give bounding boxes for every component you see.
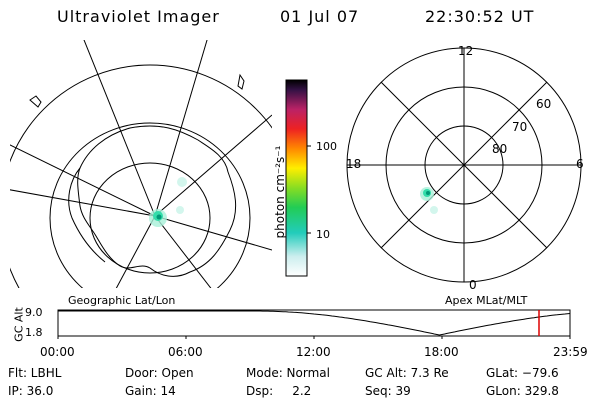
meridian <box>115 215 156 288</box>
filter-status: Flt: LBHL <box>8 366 62 380</box>
coastline <box>77 125 237 277</box>
altitude-y-top: 9.0 <box>25 306 43 319</box>
date-label: 01 Jul 07 <box>280 7 360 26</box>
meridian <box>10 189 156 217</box>
apex-map-label: Apex MLat/MLT <box>445 294 528 307</box>
island <box>237 73 245 90</box>
dsp-status: Dsp: 2.2 <box>246 384 312 398</box>
lat-circle-mid <box>49 122 251 288</box>
x-tick-2: 12:00 <box>296 345 331 359</box>
geographic-map <box>10 40 272 288</box>
colorbar-tick-10: 10 <box>316 228 330 241</box>
app-title: Ultraviolet Imager <box>57 7 220 26</box>
mode-status: Mode: Normal <box>246 366 330 380</box>
lat-label-70: 70 <box>512 120 528 134</box>
colorbar-unit-label: photon cm⁻²s⁻¹ <box>273 145 287 239</box>
meridian <box>154 114 272 217</box>
x-tick-0: 00:00 <box>40 345 75 359</box>
colorbar-gradient <box>285 79 308 277</box>
meridian <box>154 215 212 288</box>
mlt-label-0: 0 <box>469 278 477 292</box>
glat-status: GLat: −79.6 <box>486 366 559 380</box>
x-tick-4: 23:59 <box>553 345 588 359</box>
coastline-peninsula <box>68 167 106 263</box>
x-tick-1: 06:00 <box>168 345 203 359</box>
aurora-emission <box>149 177 187 227</box>
altitude-curve <box>58 310 571 336</box>
door-status: Door: Open <box>125 366 194 380</box>
altitude-y-bottom: 1.8 <box>25 326 43 339</box>
ip-status: IP: 36.0 <box>8 384 54 398</box>
seq-status: Seq: 39 <box>365 384 411 398</box>
meridian <box>10 144 156 217</box>
colorbar-tick-100: 100 <box>316 140 337 153</box>
lat-circle-outer <box>10 64 272 288</box>
meridian <box>154 40 208 217</box>
gc-alt-status: GC Alt: 7.3 Re <box>365 366 449 380</box>
lat-label-60: 60 <box>536 97 552 111</box>
time-label: 22:30:52 UT <box>425 7 535 26</box>
altitude-ylabel: GC Alt <box>12 307 26 342</box>
x-tick-3: 18:00 <box>424 345 459 359</box>
gain-status: Gain: 14 <box>125 384 176 398</box>
mlt-label-18: 18 <box>346 157 362 171</box>
geo-map-label: Geographic Lat/Lon <box>68 294 176 307</box>
polar-aurora-emission <box>420 187 438 214</box>
mlt-label-12: 12 <box>458 44 474 58</box>
meridian <box>154 215 272 251</box>
glon-status: GLon: 329.8 <box>486 384 559 398</box>
meridian <box>83 40 156 217</box>
altitude-plot <box>57 309 571 339</box>
island <box>29 95 42 108</box>
lat-circle-inner <box>89 162 211 274</box>
lat-label-80: 80 <box>492 142 508 156</box>
mlt-label-6: 6 <box>576 157 584 171</box>
polar-plot <box>346 47 582 283</box>
mlt-diagonal <box>380 81 548 249</box>
colorbar <box>285 79 311 277</box>
